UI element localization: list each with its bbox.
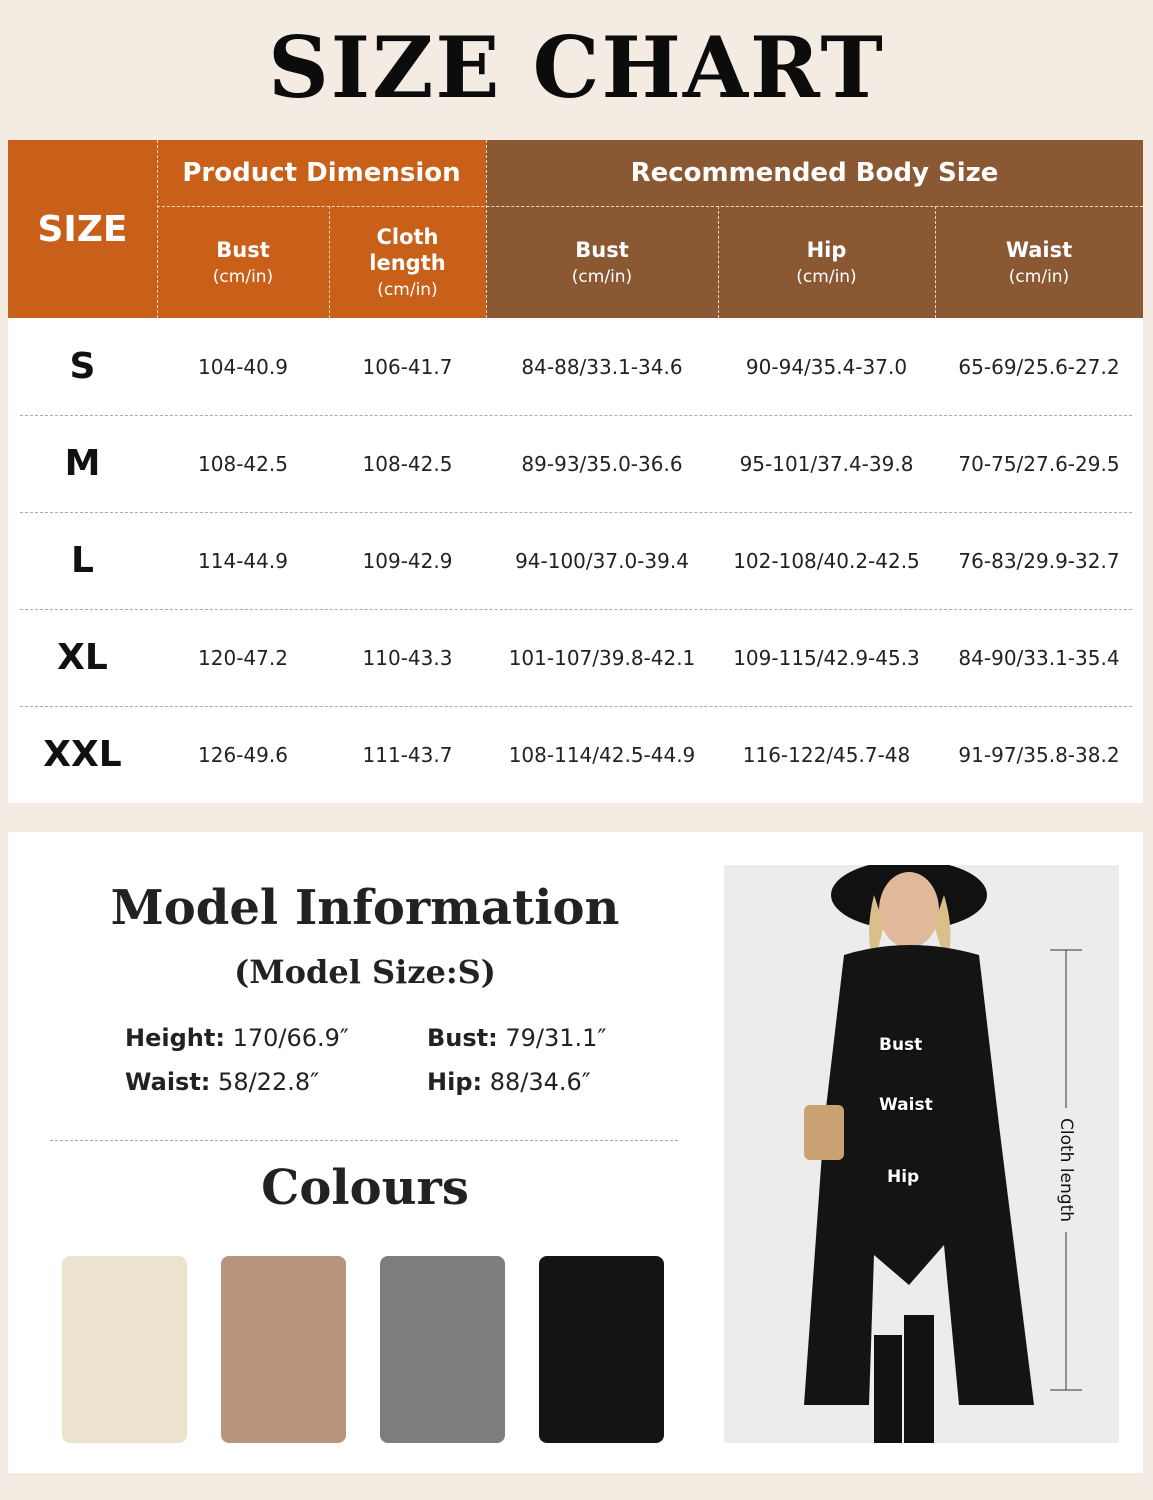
table-cell: 90-94/35.4-37.0 xyxy=(745,354,908,379)
size-label: L xyxy=(71,540,94,581)
model-height: Height: 170/66.9″ xyxy=(125,1024,349,1052)
page-title: SIZE CHART xyxy=(268,18,885,117)
hip-label: Hip xyxy=(887,1167,920,1187)
cloth-length-label: Cloth length xyxy=(1056,1108,1076,1232)
column-header: Waist (cm/in) xyxy=(935,206,1143,318)
table-cell: 89-93/35.0-36.6 xyxy=(521,451,683,476)
size-table: SIZE Product Dimension Recommended Body … xyxy=(8,140,1143,803)
row-divider xyxy=(20,415,1132,416)
table-cell: 84-88/33.1-34.6 xyxy=(521,354,683,379)
table-cell: 70-75/27.6-29.5 xyxy=(958,451,1120,476)
model-bust: Bust: 79/31.1″ xyxy=(427,1024,607,1052)
row-divider xyxy=(20,609,1132,610)
table-cell: 65-69/25.6-27.2 xyxy=(958,354,1120,379)
colours-title: Colours xyxy=(261,1160,469,1216)
table-cell: 94-100/37.0-39.4 xyxy=(515,548,689,573)
table-cell: 108-42.5 xyxy=(198,451,288,476)
colour-swatch[interactable] xyxy=(221,1256,346,1443)
row-divider xyxy=(20,706,1132,707)
size-label: XXL xyxy=(43,734,122,775)
table-cell: 104-40.9 xyxy=(198,354,288,379)
table-cell: 109-42.9 xyxy=(362,548,453,573)
model-photo: Bust Waist Hip Cloth length xyxy=(724,865,1119,1443)
colour-swatch[interactable] xyxy=(62,1256,187,1443)
table-cell: 110-43.3 xyxy=(362,645,453,670)
table-cell: 102-108/40.2-42.5 xyxy=(733,548,920,573)
table-cell: 108-114/42.5-44.9 xyxy=(508,742,696,767)
table-cell: 114-44.9 xyxy=(198,548,288,573)
table-cell: 91-97/35.8-38.2 xyxy=(958,742,1120,767)
table-cell: 109-115/42.9-45.3 xyxy=(733,645,920,670)
model-hip: Hip: 88/34.6″ xyxy=(427,1068,591,1096)
row-divider xyxy=(20,512,1132,513)
bust-label: Bust xyxy=(879,1035,923,1055)
divider xyxy=(50,1140,678,1141)
size-label: XL xyxy=(57,637,108,678)
waist-label: Waist xyxy=(879,1095,933,1115)
column-header: Cloth length (cm/in) xyxy=(329,206,486,318)
recommended-body-size-header: Recommended Body Size xyxy=(486,140,1143,206)
size-header: SIZE xyxy=(8,140,157,318)
model-waist: Waist: 58/22.8″ xyxy=(125,1068,320,1096)
column-header: Hip (cm/in) xyxy=(718,206,935,318)
table-cell: 76-83/29.9-32.7 xyxy=(958,548,1120,573)
table-cell: 116-122/45.7-48 xyxy=(742,742,911,767)
table-cell: 108-42.5 xyxy=(362,451,453,476)
table-cell: 126-49.6 xyxy=(198,742,288,767)
product-dimension-header: Product Dimension xyxy=(157,140,486,206)
model-size: (Model Size:S) xyxy=(234,953,496,991)
table-cell: 111-43.7 xyxy=(362,742,453,767)
table-cell: 101-107/39.8-42.1 xyxy=(508,645,696,670)
model-info-title: Model Information xyxy=(110,880,620,936)
table-cell: 95-101/37.4-39.8 xyxy=(739,451,914,476)
colour-swatch[interactable] xyxy=(539,1256,664,1443)
table-cell: 84-90/33.1-35.4 xyxy=(958,645,1120,670)
table-cell: 120-47.2 xyxy=(198,645,288,670)
table-cell: 106-41.7 xyxy=(362,354,453,379)
colour-swatch[interactable] xyxy=(380,1256,505,1443)
column-header: Bust (cm/in) xyxy=(486,206,718,318)
size-label: M xyxy=(64,443,101,484)
size-label: S xyxy=(69,346,96,387)
column-header: Bust (cm/in) xyxy=(157,206,329,318)
